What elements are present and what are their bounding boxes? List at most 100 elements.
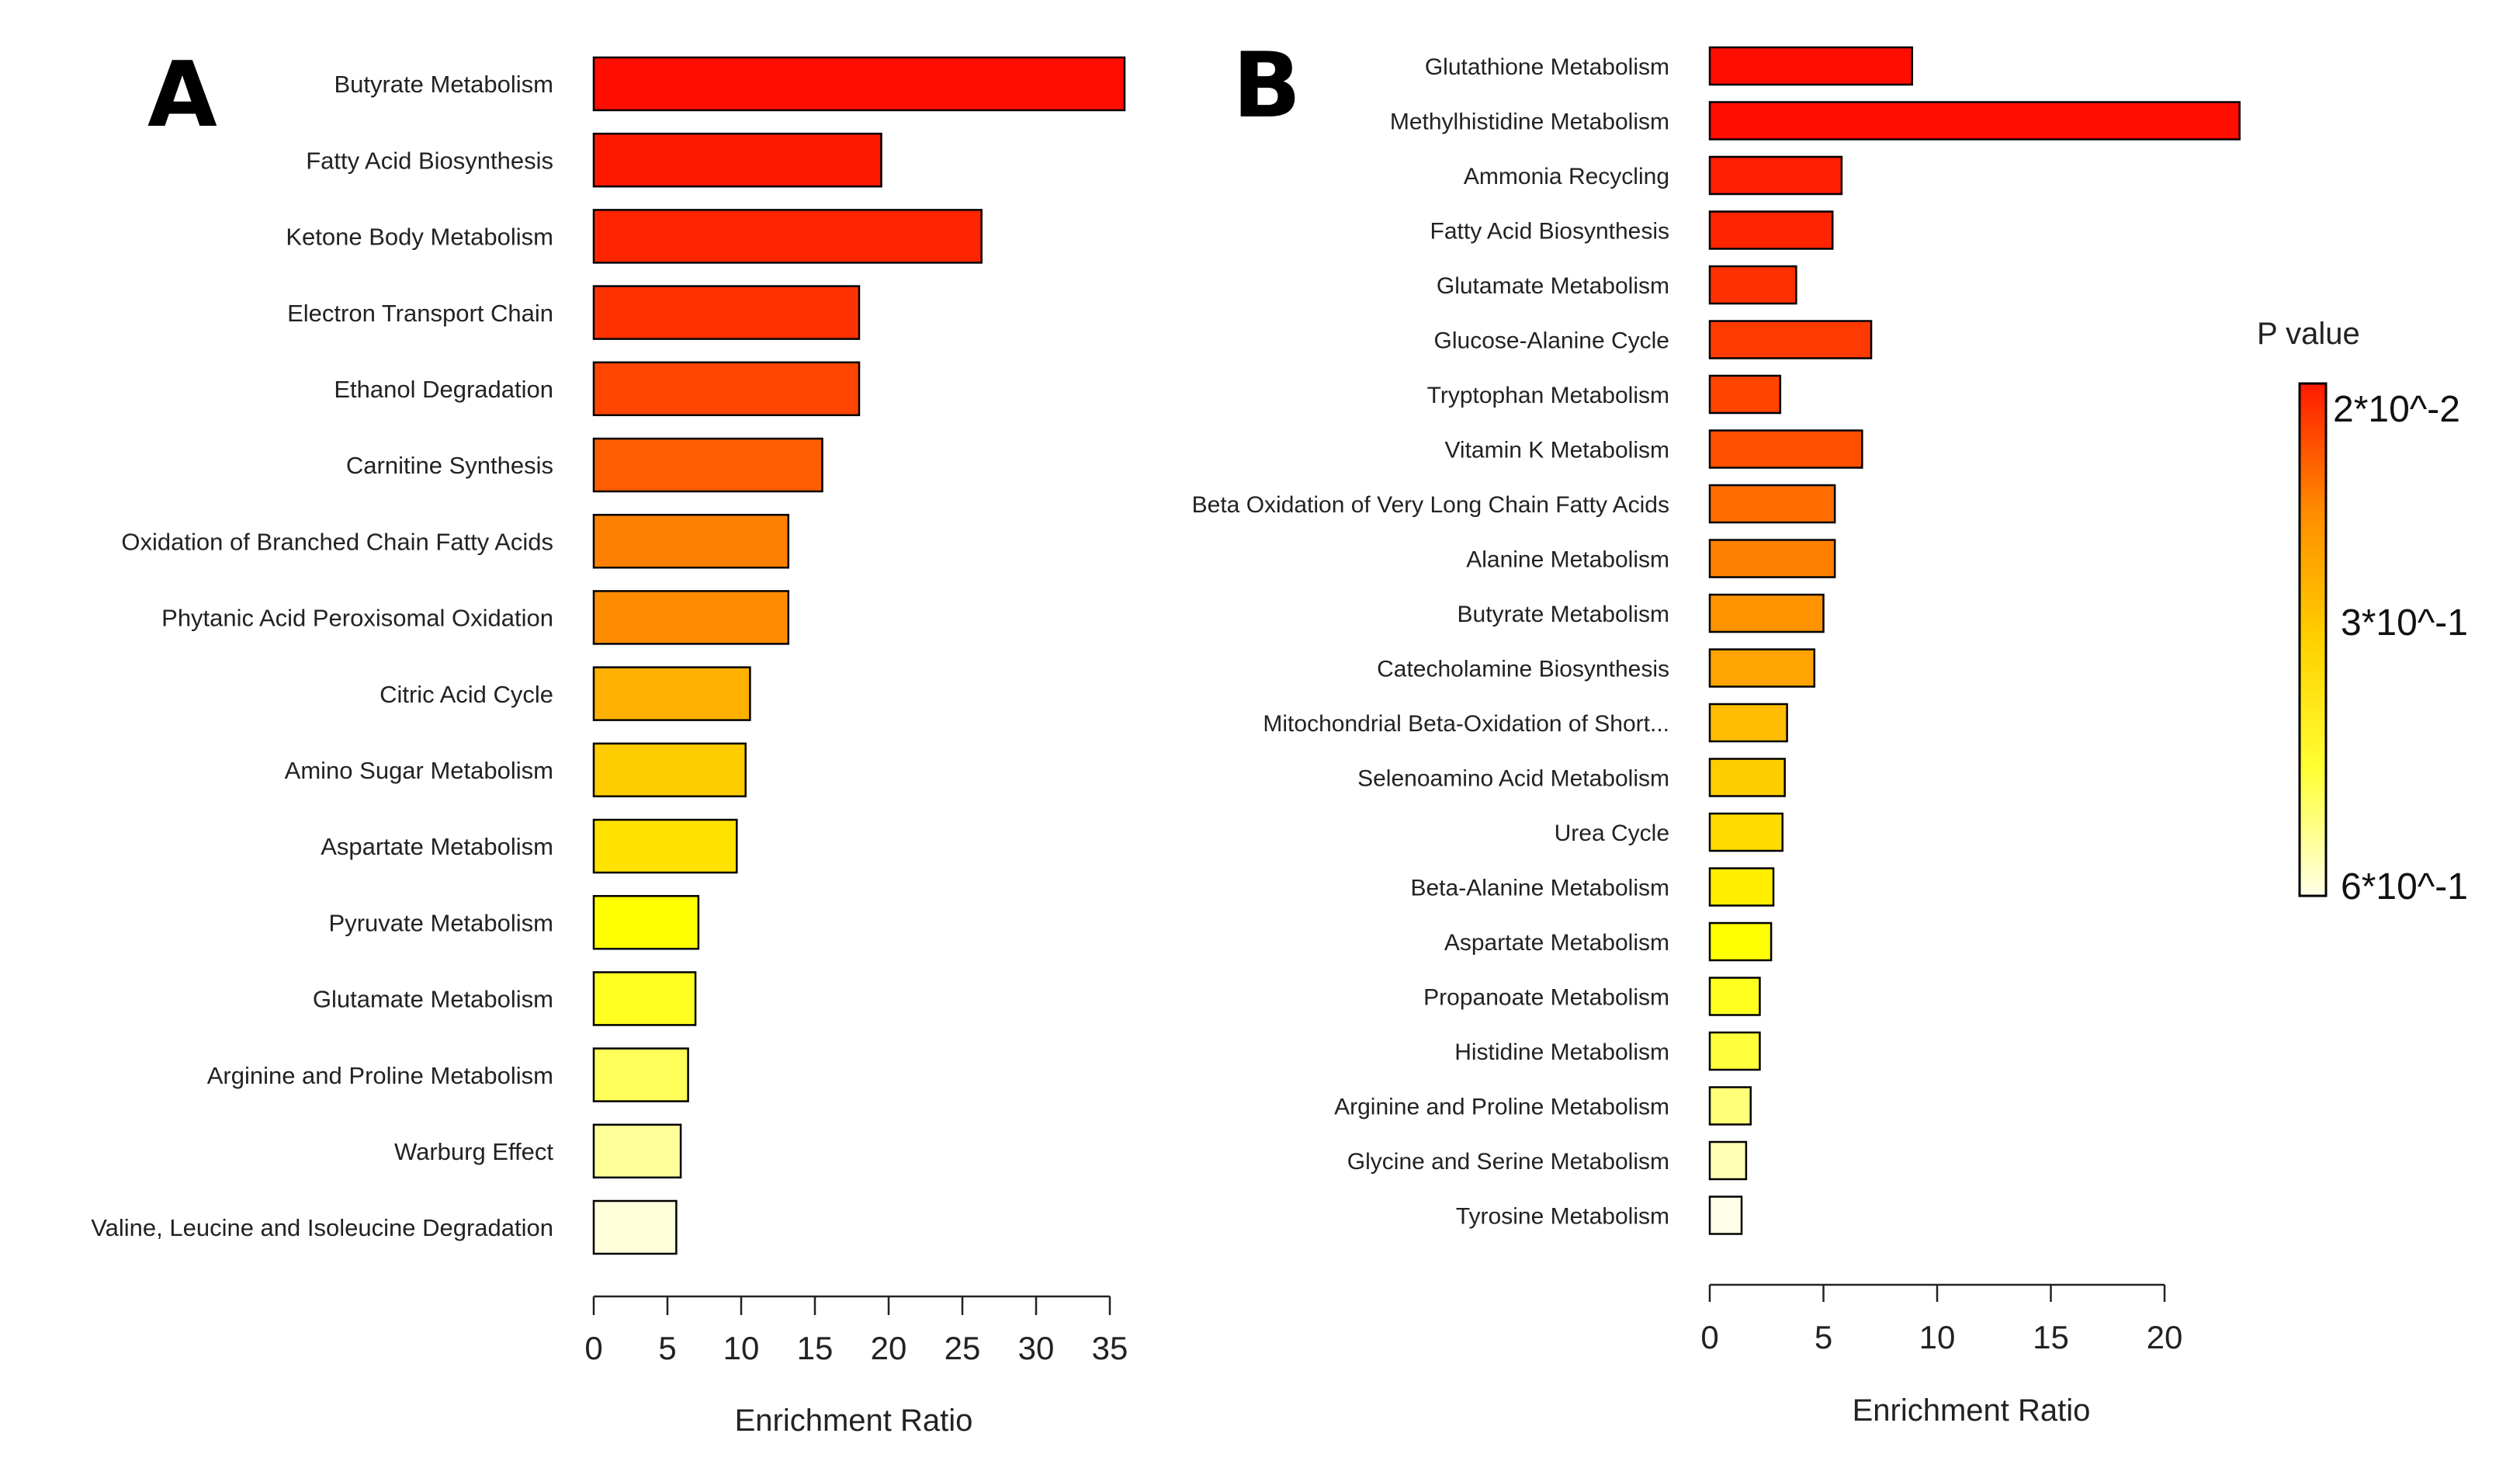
category-label-b-19: Histidine Metabolism bbox=[1454, 1039, 1669, 1065]
category-label-b-15: Urea Cycle bbox=[1555, 821, 1669, 846]
category-label-b-11: Butyrate Metabolism bbox=[1458, 602, 1669, 627]
bar-b-6 bbox=[1708, 320, 1873, 359]
bar-b-10 bbox=[1708, 539, 1836, 578]
category-label-a-15: Warburg Effect bbox=[394, 1138, 553, 1165]
bar-b-14 bbox=[1708, 758, 1786, 797]
bar-b-7 bbox=[1708, 374, 1782, 415]
category-label-b-7: Tryptophan Metabolism bbox=[1427, 383, 1669, 408]
category-label-a-5: Ethanol Degradation bbox=[334, 376, 553, 403]
category-label-a-6: Carnitine Synthesis bbox=[346, 452, 553, 479]
x-tick-label-b-2: 10 bbox=[1919, 1319, 1956, 1355]
category-label-a-10: Amino Sugar Metabolism bbox=[285, 757, 553, 784]
category-label-b-18: Propanoate Metabolism bbox=[1423, 984, 1669, 1010]
bar-a-12 bbox=[592, 894, 700, 950]
category-label-b-13: Mitochondrial Beta-Oxidation of Short... bbox=[1263, 711, 1669, 737]
bar-b-13 bbox=[1708, 703, 1788, 743]
category-label-a-7: Oxidation of Branched Chain Fatty Acids bbox=[121, 528, 553, 555]
legend-tick-mid: 3*10^-1 bbox=[2341, 602, 2468, 644]
bar-b-9 bbox=[1708, 484, 1836, 524]
bar-b-17 bbox=[1708, 921, 1773, 962]
category-label-a-1: Butyrate Metabolism bbox=[334, 71, 553, 98]
bar-b-5 bbox=[1708, 265, 1797, 305]
bar-b-1 bbox=[1708, 46, 1914, 86]
x-tick-label-b-1: 5 bbox=[1815, 1319, 1832, 1355]
category-label-a-12: Pyruvate Metabolism bbox=[329, 909, 553, 936]
bar-a-11 bbox=[592, 818, 738, 874]
bar-b-18 bbox=[1708, 977, 1761, 1016]
category-label-a-2: Fatty Acid Biosynthesis bbox=[306, 147, 553, 174]
chart-panel-a: A Butyrate Metabolism Fatty Acid Biosynth… bbox=[91, 43, 1128, 1438]
category-label-a-13: Glutamate Metabolism bbox=[313, 986, 553, 1013]
bar-a-16 bbox=[592, 1199, 678, 1255]
category-labels-a: Butyrate Metabolism Fatty Acid Biosynthes… bbox=[91, 71, 553, 1241]
category-label-b-22: Tyrosine Metabolism bbox=[1456, 1203, 1669, 1229]
bar-b-20 bbox=[1708, 1086, 1752, 1126]
category-label-b-8: Vitamin K Metabolism bbox=[1444, 437, 1669, 463]
bar-a-9 bbox=[592, 666, 751, 721]
category-label-a-8: Phytanic Acid Peroxisomal Oxidation bbox=[161, 605, 553, 632]
x-tick-label-a-3: 15 bbox=[797, 1330, 834, 1366]
x-tick-label-b-4: 20 bbox=[2147, 1319, 2183, 1355]
x-tick-label-a-1: 5 bbox=[658, 1330, 676, 1366]
category-label-b-17: Aspartate Metabolism bbox=[1444, 930, 1669, 956]
category-label-b-5: Glutamate Metabolism bbox=[1437, 273, 1669, 299]
bar-b-22 bbox=[1708, 1196, 1743, 1235]
legend-tick-top: 2*10^-2 bbox=[2333, 389, 2460, 430]
x-tick-label-a-0: 0 bbox=[584, 1330, 602, 1366]
category-label-a-14: Arginine and Proline Metabolism bbox=[207, 1062, 553, 1089]
bar-b-21 bbox=[1708, 1140, 1748, 1181]
category-label-b-21: Glycine and Serine Metabolism bbox=[1347, 1149, 1669, 1175]
category-label-b-6: Glucose-Alanine Cycle bbox=[1434, 328, 1669, 353]
bar-b-15 bbox=[1708, 812, 1784, 852]
x-tick-label-a-7: 35 bbox=[1092, 1330, 1128, 1366]
x-tick-label-a-4: 20 bbox=[871, 1330, 907, 1366]
x-tick-label-a-5: 25 bbox=[945, 1330, 981, 1366]
bar-a-2 bbox=[592, 132, 882, 188]
panel-label-b: B bbox=[1232, 33, 1301, 138]
bar-a-7 bbox=[592, 513, 790, 569]
bar-a-4 bbox=[592, 285, 861, 340]
category-label-a-3: Ketone Body Metabolism bbox=[286, 224, 553, 251]
x-tick-label-a-2: 10 bbox=[723, 1330, 760, 1366]
bar-b-19 bbox=[1708, 1031, 1761, 1071]
category-label-b-4: Fatty Acid Biosynthesis bbox=[1430, 218, 1669, 244]
bar-b-4 bbox=[1708, 210, 1834, 250]
x-axis-title-a: Enrichment Ratio bbox=[735, 1404, 973, 1438]
bar-b-16 bbox=[1708, 867, 1775, 907]
bar-b-12 bbox=[1708, 648, 1816, 688]
bar-a-3 bbox=[592, 209, 983, 264]
category-label-b-12: Catecholamine Biosynthesis bbox=[1377, 656, 1669, 682]
bar-b-8 bbox=[1708, 429, 1863, 469]
bars-a bbox=[592, 56, 1126, 1255]
category-label-a-4: Electron Transport Chain bbox=[287, 300, 553, 327]
bar-a-15 bbox=[592, 1123, 682, 1179]
bar-a-5 bbox=[592, 361, 861, 417]
category-label-b-1: Glutathione Metabolism bbox=[1425, 54, 1669, 80]
x-tick-label-b-0: 0 bbox=[1700, 1319, 1718, 1355]
p-value-legend: P value 2*10^-2 3*10^-1 6*10^-1 bbox=[2257, 317, 2468, 907]
x-tick-label-a-6: 30 bbox=[1018, 1330, 1055, 1366]
bar-b-3 bbox=[1708, 155, 1843, 196]
category-label-a-16: Valine, Leucine and Isoleucine Degradati… bbox=[91, 1214, 553, 1241]
category-label-b-10: Alanine Metabolism bbox=[1466, 547, 1669, 572]
x-axis-b: 0 5 10 15 20 bbox=[1700, 1283, 2183, 1355]
x-axis-title-b: Enrichment Ratio bbox=[1853, 1393, 2091, 1428]
x-axis-a: 0 5 10 15 20 25 30 35 bbox=[584, 1295, 1128, 1366]
category-label-a-11: Aspartate Metabolism bbox=[321, 833, 553, 860]
legend-color-bar bbox=[2298, 382, 2328, 897]
category-label-a-9: Citric Acid Cycle bbox=[380, 681, 553, 708]
x-tick-label-b-3: 15 bbox=[2033, 1319, 2069, 1355]
bar-a-8 bbox=[592, 590, 790, 645]
bar-b-2 bbox=[1708, 101, 2241, 141]
legend-title: P value bbox=[2257, 317, 2360, 351]
category-label-b-9: Beta Oxidation of Very Long Chain Fatty … bbox=[1192, 492, 1669, 518]
bar-a-14 bbox=[592, 1047, 689, 1102]
category-label-b-2: Methylhistidine Metabolism bbox=[1390, 109, 1669, 134]
bar-a-13 bbox=[592, 971, 697, 1026]
bar-b-11 bbox=[1708, 593, 1825, 633]
category-label-b-20: Arginine and Proline Metabolism bbox=[1334, 1094, 1669, 1119]
bars-b bbox=[1708, 46, 2241, 1235]
category-label-b-3: Ammonia Recycling bbox=[1464, 164, 1669, 189]
bar-a-6 bbox=[592, 437, 823, 493]
